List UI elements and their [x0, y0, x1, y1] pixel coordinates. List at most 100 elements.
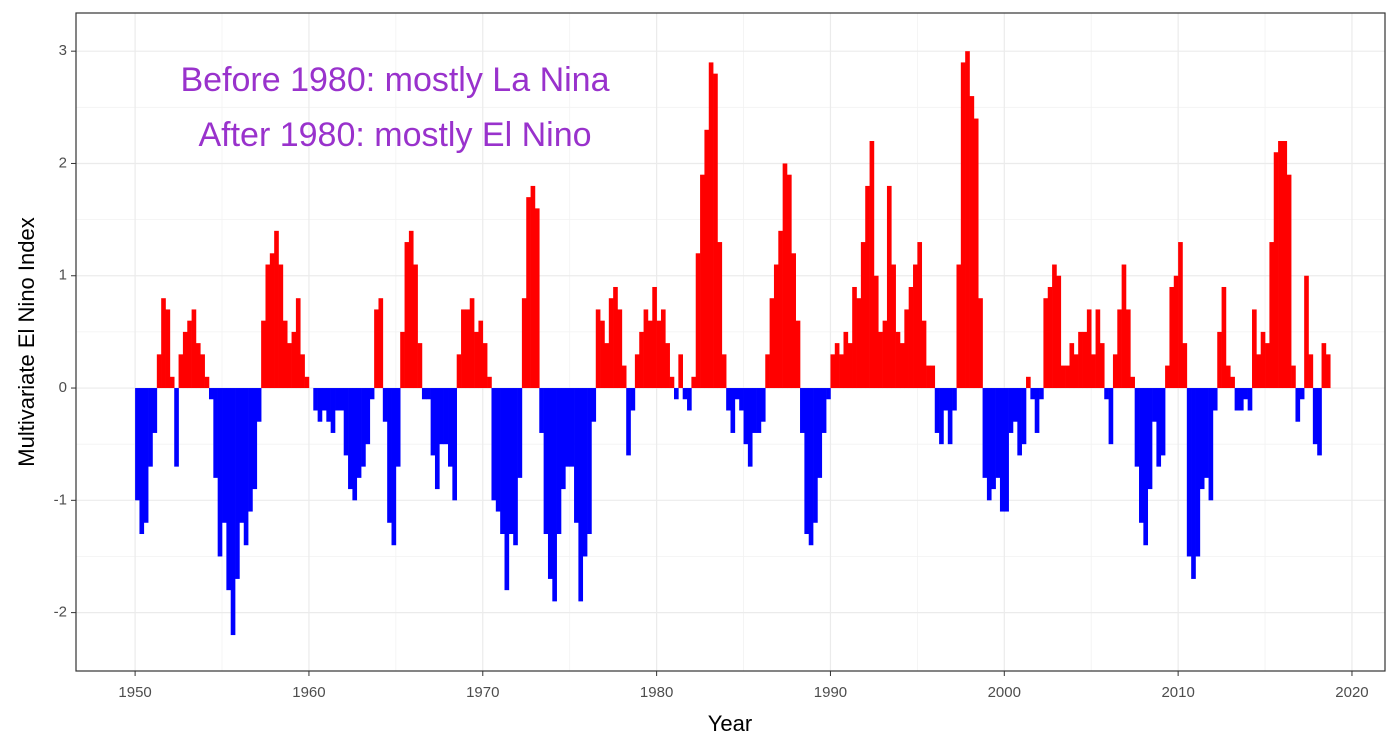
- bar: [747, 388, 753, 467]
- bar: [1095, 309, 1101, 389]
- bar: [1286, 174, 1292, 389]
- bar: [1052, 264, 1057, 389]
- bar: [582, 388, 588, 557]
- x-tick-label: 1970: [466, 684, 499, 701]
- bar: [639, 331, 644, 389]
- bar: [143, 388, 149, 523]
- bar: [239, 388, 245, 523]
- bar: [808, 388, 814, 546]
- bar: [574, 388, 579, 523]
- y-tick-label: 3: [59, 42, 67, 59]
- annotation: Before 1980: mostly La Nina: [180, 61, 609, 99]
- bar: [191, 309, 197, 389]
- bar: [1073, 354, 1079, 389]
- bar: [795, 320, 801, 389]
- bars: [135, 51, 1331, 636]
- bar: [982, 388, 988, 478]
- bar: [726, 388, 731, 411]
- x-tick-label: 2000: [988, 684, 1021, 701]
- bar: [643, 309, 649, 389]
- bar: [1265, 343, 1270, 389]
- bar: [356, 388, 362, 478]
- bar: [1043, 298, 1049, 389]
- bar: [691, 376, 697, 389]
- bar: [765, 354, 770, 389]
- bar: [565, 388, 570, 467]
- bar: [361, 388, 366, 467]
- bar: [1173, 275, 1179, 389]
- bar: [204, 376, 210, 389]
- bar: [1182, 343, 1188, 389]
- bar: [1238, 388, 1244, 411]
- bar: [326, 388, 331, 422]
- bar: [1308, 354, 1314, 389]
- bar: [1112, 354, 1118, 389]
- bar: [365, 388, 371, 445]
- bar: [652, 286, 657, 389]
- y-tick-label: 1: [59, 267, 67, 284]
- bar: [904, 309, 909, 389]
- bar: [1165, 365, 1170, 389]
- bar: [335, 388, 340, 411]
- bar: [1147, 388, 1153, 490]
- bar: [1065, 365, 1070, 389]
- bar: [839, 354, 844, 389]
- bar: [830, 354, 836, 389]
- bar: [521, 298, 527, 389]
- bar: [1212, 388, 1218, 411]
- bar: [317, 388, 323, 422]
- bar: [174, 388, 179, 467]
- bar: [500, 388, 505, 535]
- bar: [1139, 388, 1144, 523]
- bar: [1295, 388, 1301, 422]
- bar: [869, 141, 875, 389]
- bar: [1047, 286, 1053, 389]
- bar: [517, 388, 523, 478]
- bar: [860, 242, 866, 389]
- bar: [817, 388, 823, 478]
- bar: [217, 388, 223, 557]
- bar: [1021, 388, 1027, 445]
- bar: [543, 388, 549, 535]
- bar: [504, 388, 510, 591]
- bar: [926, 365, 931, 389]
- plot-border: [75, 12, 1386, 672]
- bar: [182, 331, 188, 389]
- bar: [891, 264, 896, 389]
- bar: [1317, 388, 1322, 456]
- bar: [674, 388, 679, 400]
- bar: [1069, 343, 1075, 389]
- bar: [1125, 309, 1131, 389]
- bar: [1178, 242, 1183, 389]
- bar: [534, 208, 540, 389]
- bar: [1230, 376, 1235, 389]
- x-tick-label: 1980: [640, 684, 673, 701]
- bar: [882, 320, 888, 389]
- bar: [913, 264, 918, 389]
- bar: [230, 388, 236, 636]
- bar: [734, 388, 740, 400]
- bar: [291, 331, 297, 389]
- bar: [656, 320, 662, 389]
- bar: [739, 388, 744, 411]
- bar: [200, 354, 205, 389]
- bar: [665, 343, 670, 389]
- bar: [595, 309, 601, 389]
- bar: [252, 388, 258, 490]
- bar: [956, 264, 962, 389]
- bar: [417, 343, 423, 389]
- bar: [1004, 388, 1009, 512]
- bar: [352, 388, 358, 501]
- bar: [1121, 264, 1127, 389]
- bar: [1060, 365, 1066, 389]
- bar: [826, 388, 831, 400]
- bar: [856, 298, 862, 389]
- x-axis-title: Year: [708, 711, 752, 736]
- x-tick-label: 1990: [814, 684, 847, 701]
- bar: [717, 242, 723, 389]
- bar: [339, 388, 345, 411]
- bar: [604, 343, 610, 389]
- bar: [947, 388, 953, 445]
- bar: [752, 388, 757, 433]
- x-tick-label: 1960: [292, 684, 325, 701]
